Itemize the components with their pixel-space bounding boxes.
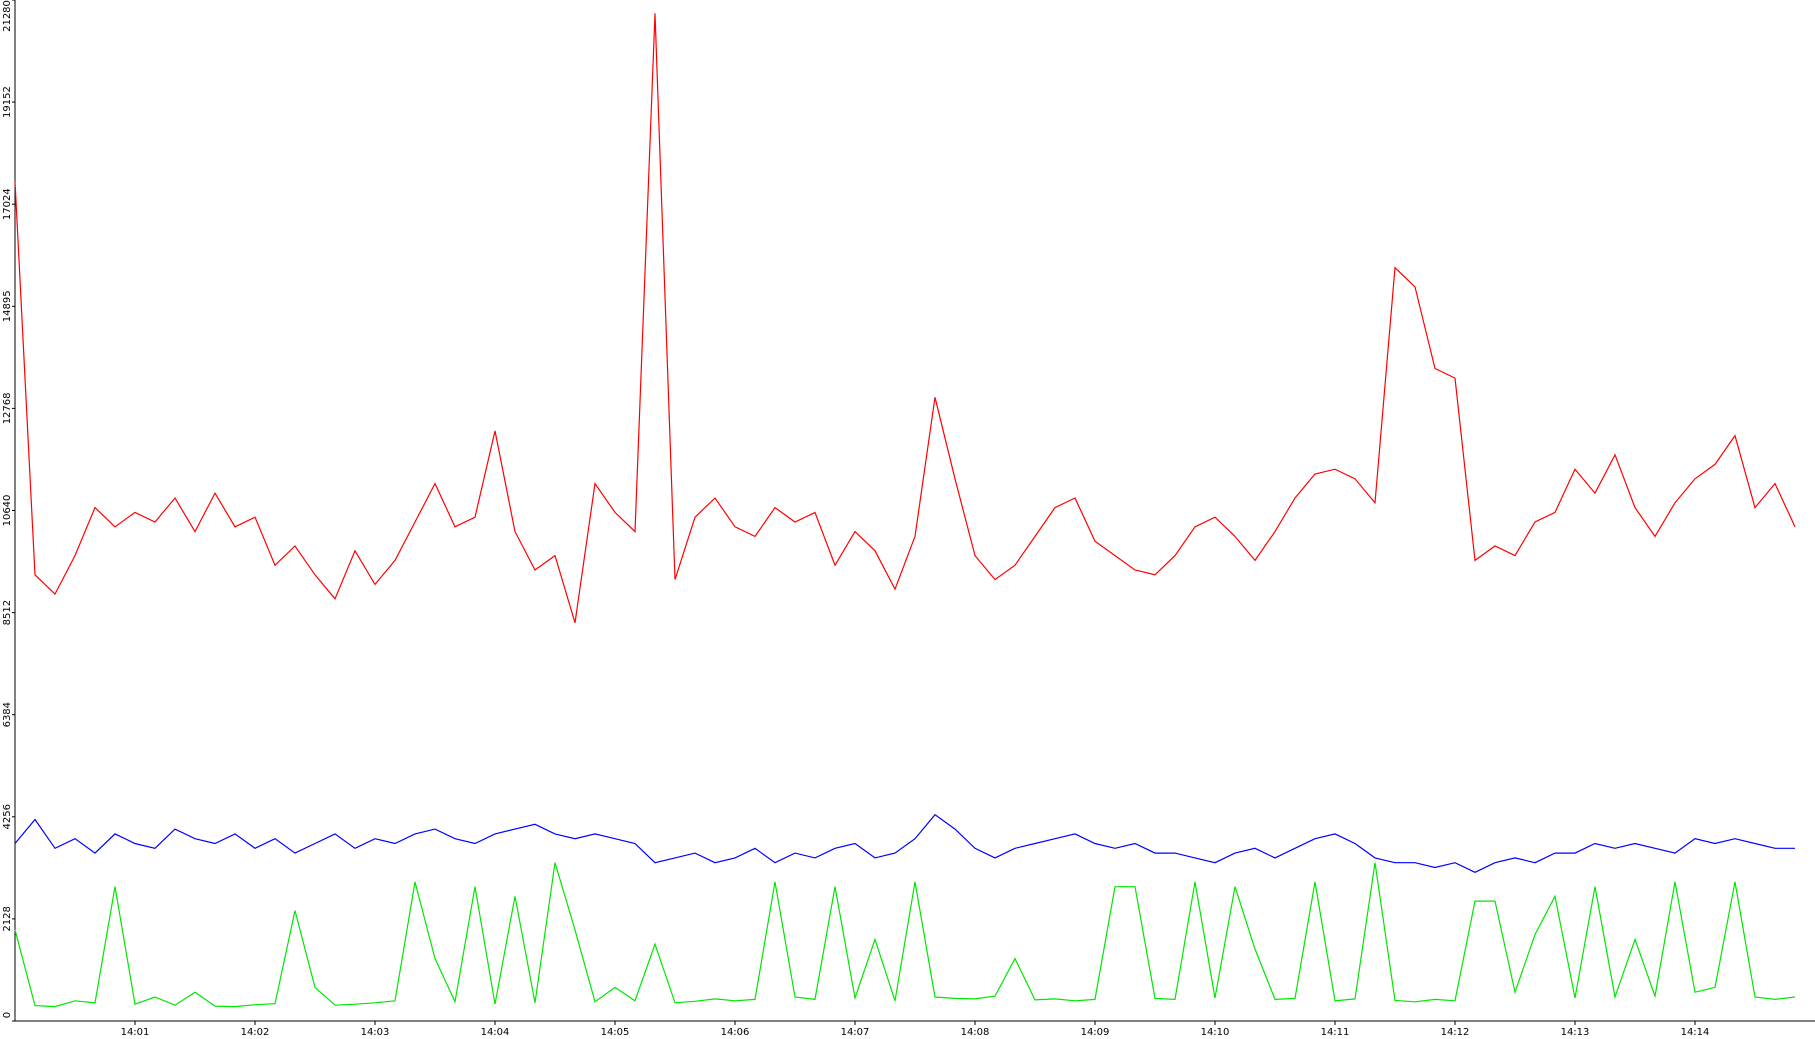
x-tick-label: 14:02 bbox=[241, 1027, 270, 1038]
x-tick-label: 14:09 bbox=[1081, 1027, 1110, 1038]
y-tick-label: 8512 bbox=[2, 600, 13, 625]
x-tick-label: 14:11 bbox=[1321, 1027, 1350, 1038]
y-tick-label: 2128 bbox=[2, 906, 13, 931]
series-line bbox=[14, 862, 1796, 1008]
y-tick-label: 14895 bbox=[2, 290, 13, 322]
x-tick-label: 14:12 bbox=[1441, 1027, 1470, 1038]
x-tick-label: 14:04 bbox=[481, 1027, 510, 1038]
x-tick-label: 14:14 bbox=[1681, 1027, 1710, 1038]
y-tick-label: 21280 bbox=[2, 0, 13, 32]
x-tick-label: 14:03 bbox=[361, 1027, 390, 1038]
x-tick-label: 14:13 bbox=[1561, 1027, 1590, 1038]
x-tick-label: 14:08 bbox=[961, 1027, 990, 1038]
x-tick-label: 14:10 bbox=[1201, 1027, 1230, 1038]
x-tick-label: 14:07 bbox=[841, 1027, 870, 1038]
y-tick-label: 12768 bbox=[2, 392, 13, 424]
y-tick-label: 10640 bbox=[2, 495, 13, 527]
y-tick-label: 4256 bbox=[2, 804, 13, 829]
y-tick-label: 17024 bbox=[2, 188, 13, 220]
y-tick-label: 19152 bbox=[2, 86, 13, 118]
series-line bbox=[14, 13, 1796, 623]
series-line bbox=[14, 813, 1795, 873]
x-tick-label: 14:05 bbox=[601, 1027, 630, 1038]
x-tick-label: 14:01 bbox=[121, 1027, 150, 1038]
x-tick-label: 14:06 bbox=[721, 1027, 750, 1038]
y-tick-label: 6384 bbox=[2, 702, 13, 727]
y-tick-label: 0 bbox=[2, 1012, 13, 1018]
